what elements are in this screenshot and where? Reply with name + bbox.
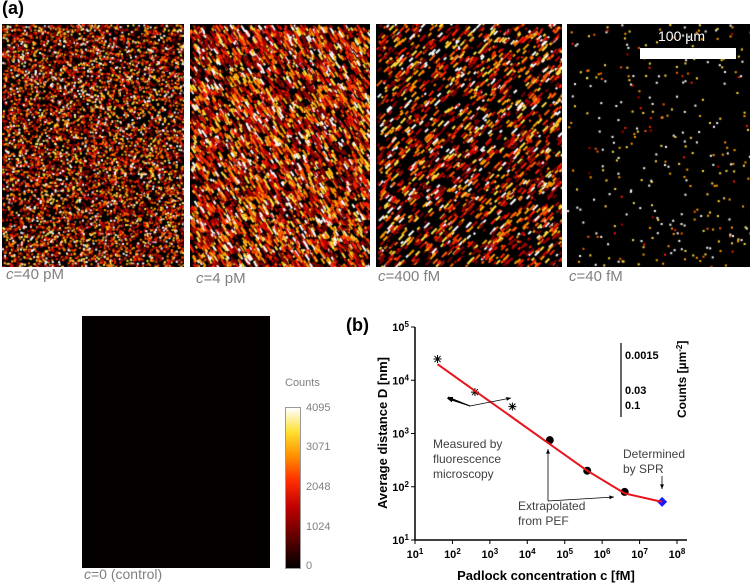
caption-40fM: c=40 fM — [569, 268, 623, 285]
arrow — [469, 397, 512, 407]
x-tick-label: 105 — [556, 547, 573, 562]
caption-40pM: c=40 pM — [6, 266, 64, 283]
arrow — [547, 496, 615, 502]
counts-tick: 0.03 — [625, 385, 646, 397]
y-axis-label: Average distance D [nm] — [375, 357, 390, 509]
x-tick-label: 106 — [594, 547, 611, 562]
arrow-head — [448, 396, 453, 401]
y-tick-label: 101 — [392, 533, 409, 548]
control-image — [82, 316, 270, 568]
colorbar-tick: 3071 — [306, 441, 331, 453]
panel-b-label: (b) — [346, 315, 369, 335]
caption-control: c=0 (control) — [84, 566, 163, 582]
counts-tick: 0.0015 — [625, 350, 659, 362]
x-axis-label: Padlock concentration c [fM] — [457, 568, 635, 583]
microscopy-image-400fM — [376, 24, 562, 267]
colorbar — [285, 407, 301, 569]
caption-4pM: c=4 pM — [196, 270, 246, 287]
x-tick-label: 108 — [669, 547, 686, 562]
x-tick-label: 102 — [444, 547, 461, 562]
x-tick-label: 107 — [631, 547, 648, 562]
arrow-head — [546, 449, 550, 454]
arrow-head — [660, 484, 664, 489]
colorbar-tick: 2048 — [306, 481, 331, 493]
annotation-1: Measured by fluorescence microscopy — [433, 437, 502, 481]
arrow-head — [506, 396, 511, 401]
colorbar-tick: 1024 — [306, 521, 331, 533]
annotation-3: Determined by SPR — [623, 447, 685, 476]
panel-a-label: (a) — [2, 0, 24, 18]
scale-bar-label: 100 µm — [658, 28, 705, 44]
data-point-microscopy — [508, 402, 517, 411]
y-tick-label: 102 — [392, 479, 409, 494]
x-tick-label: 101 — [407, 547, 424, 562]
colorbar-title: Counts — [285, 377, 320, 389]
counts-tick: 0.1 — [625, 400, 640, 412]
x-tick-label: 103 — [482, 547, 499, 562]
colorbar-tick: 4095 — [306, 402, 331, 414]
y-tick-label: 103 — [392, 426, 409, 441]
y-tick-label: 104 — [392, 373, 409, 388]
microscopy-image-40fM — [567, 24, 750, 267]
annotation-2: Extrapolated from PEF — [518, 499, 585, 528]
y-tick-label: 105 — [392, 320, 409, 335]
x-tick-label: 104 — [519, 547, 536, 562]
counts-axis-label: Counts [µm-2] — [675, 341, 690, 418]
microscopy-image-40pM — [2, 24, 184, 267]
microscopy-image-4pM — [190, 24, 370, 267]
data-point-microscopy — [433, 355, 442, 364]
colorbar-tick: 0 — [306, 560, 313, 572]
scale-bar — [640, 48, 736, 59]
caption-400fM: c=400 fM — [378, 268, 441, 285]
arrow-head — [609, 495, 614, 500]
fit-curve — [436, 363, 663, 503]
